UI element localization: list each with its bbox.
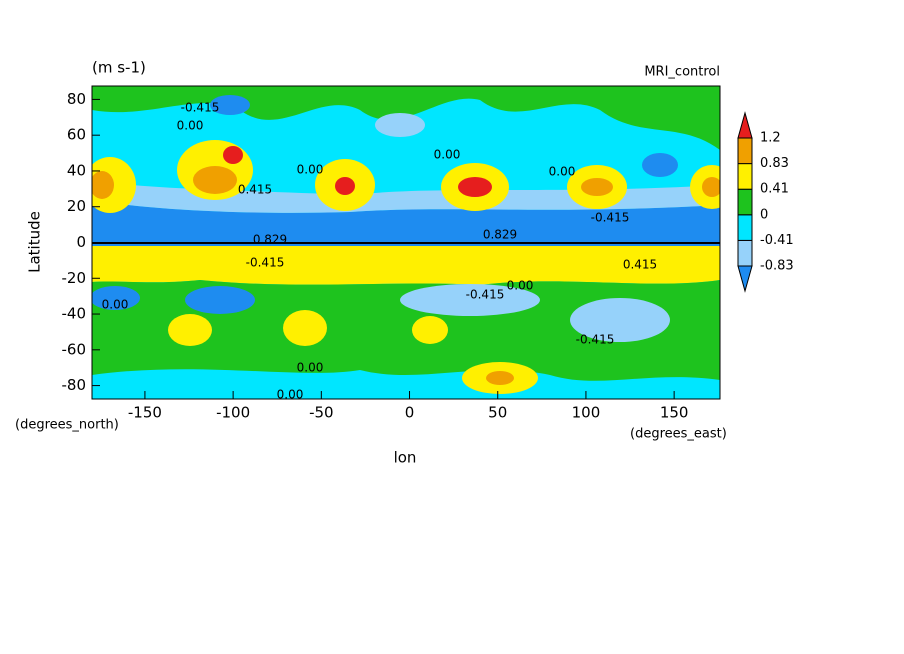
field-band [92, 236, 720, 246]
y-tick-label: -40 [62, 305, 87, 323]
field-blob [375, 113, 425, 137]
field-band [92, 200, 720, 236]
x-tick-label: -100 [216, 404, 250, 422]
contour-label: 0.00 [297, 163, 324, 177]
y-tick-label: -20 [62, 269, 87, 287]
field-blob [168, 314, 212, 346]
units-label: (m s-1) [92, 59, 146, 77]
colorbar-arrow [737, 111, 753, 139]
field-blob [581, 178, 613, 196]
y-tick-label: 40 [67, 161, 86, 179]
field-blob [210, 95, 250, 115]
x-units: (degrees_east) [630, 427, 727, 442]
y-tick-label: 20 [67, 197, 86, 215]
contour-label: 0.00 [102, 298, 129, 312]
field-blob [400, 284, 540, 316]
field-blob [486, 371, 514, 385]
contour-label: -0.415 [246, 256, 285, 270]
colorbar-label: 0.41 [760, 182, 789, 197]
x-tick-label: 50 [488, 404, 507, 422]
contour-label: -0.415 [591, 211, 630, 225]
colorbar-box [737, 163, 753, 190]
y-tick-label: 80 [67, 90, 86, 108]
contour-label: 0.415 [238, 183, 272, 197]
field-band [92, 180, 720, 213]
field-blob [92, 171, 114, 199]
contour-label: -0.415 [466, 288, 505, 302]
contour-label: 0.829 [483, 228, 517, 242]
x-tick-label: 100 [572, 404, 601, 422]
y-tick-label: 0 [76, 233, 86, 251]
contour-label: 0.00 [507, 279, 534, 293]
x-axis-label: lon [394, 449, 417, 467]
contour-label: 0.829 [253, 233, 287, 247]
colorbar-box [737, 239, 753, 267]
contour-label: 0.415 [623, 258, 657, 272]
x-tick-label: 150 [660, 404, 689, 422]
y-axis-label: Latitude [26, 211, 44, 273]
colorbar-arrow [737, 265, 753, 293]
colorbar-box [737, 214, 753, 241]
colorbar-box [737, 188, 753, 216]
contour-label: 0.00 [277, 388, 304, 402]
field-blob [702, 177, 720, 197]
x-tick-label: -150 [128, 404, 162, 422]
contour-label: 0.00 [434, 148, 461, 162]
chart-title: MRI_control [644, 65, 720, 80]
contour-label: -0.415 [181, 101, 220, 115]
y-units: (degrees_north) [15, 418, 119, 433]
colorbar-label: 0.83 [760, 156, 789, 171]
field-blob [458, 177, 492, 197]
field-blob [223, 146, 243, 164]
field-blob [570, 298, 670, 342]
field-blob [185, 286, 255, 314]
colorbar-box [737, 137, 753, 165]
contour-label: 0.00 [297, 361, 324, 375]
y-tick-label: -80 [62, 376, 87, 394]
x-tick-label: 0 [405, 404, 415, 422]
colorbar-label: -0.41 [760, 233, 794, 248]
field-blob [412, 316, 448, 344]
y-tick-label: -60 [62, 340, 87, 358]
field-blob [92, 286, 140, 310]
x-tick-label: -50 [309, 404, 334, 422]
contour-label: 0.00 [177, 119, 204, 133]
field-blob [642, 153, 678, 177]
field-blob [193, 166, 237, 194]
contour-label: 0.00 [549, 165, 576, 179]
field-blob [283, 310, 327, 346]
colorbar-label: 1.2 [760, 131, 781, 146]
field-blob [335, 177, 355, 195]
colorbar-label: -0.83 [760, 259, 794, 274]
y-tick-label: 60 [67, 126, 86, 144]
field-band [92, 246, 720, 285]
colorbar-label: 0 [760, 207, 768, 222]
contour-label: -0.415 [576, 333, 615, 347]
contour-field [92, 86, 720, 399]
